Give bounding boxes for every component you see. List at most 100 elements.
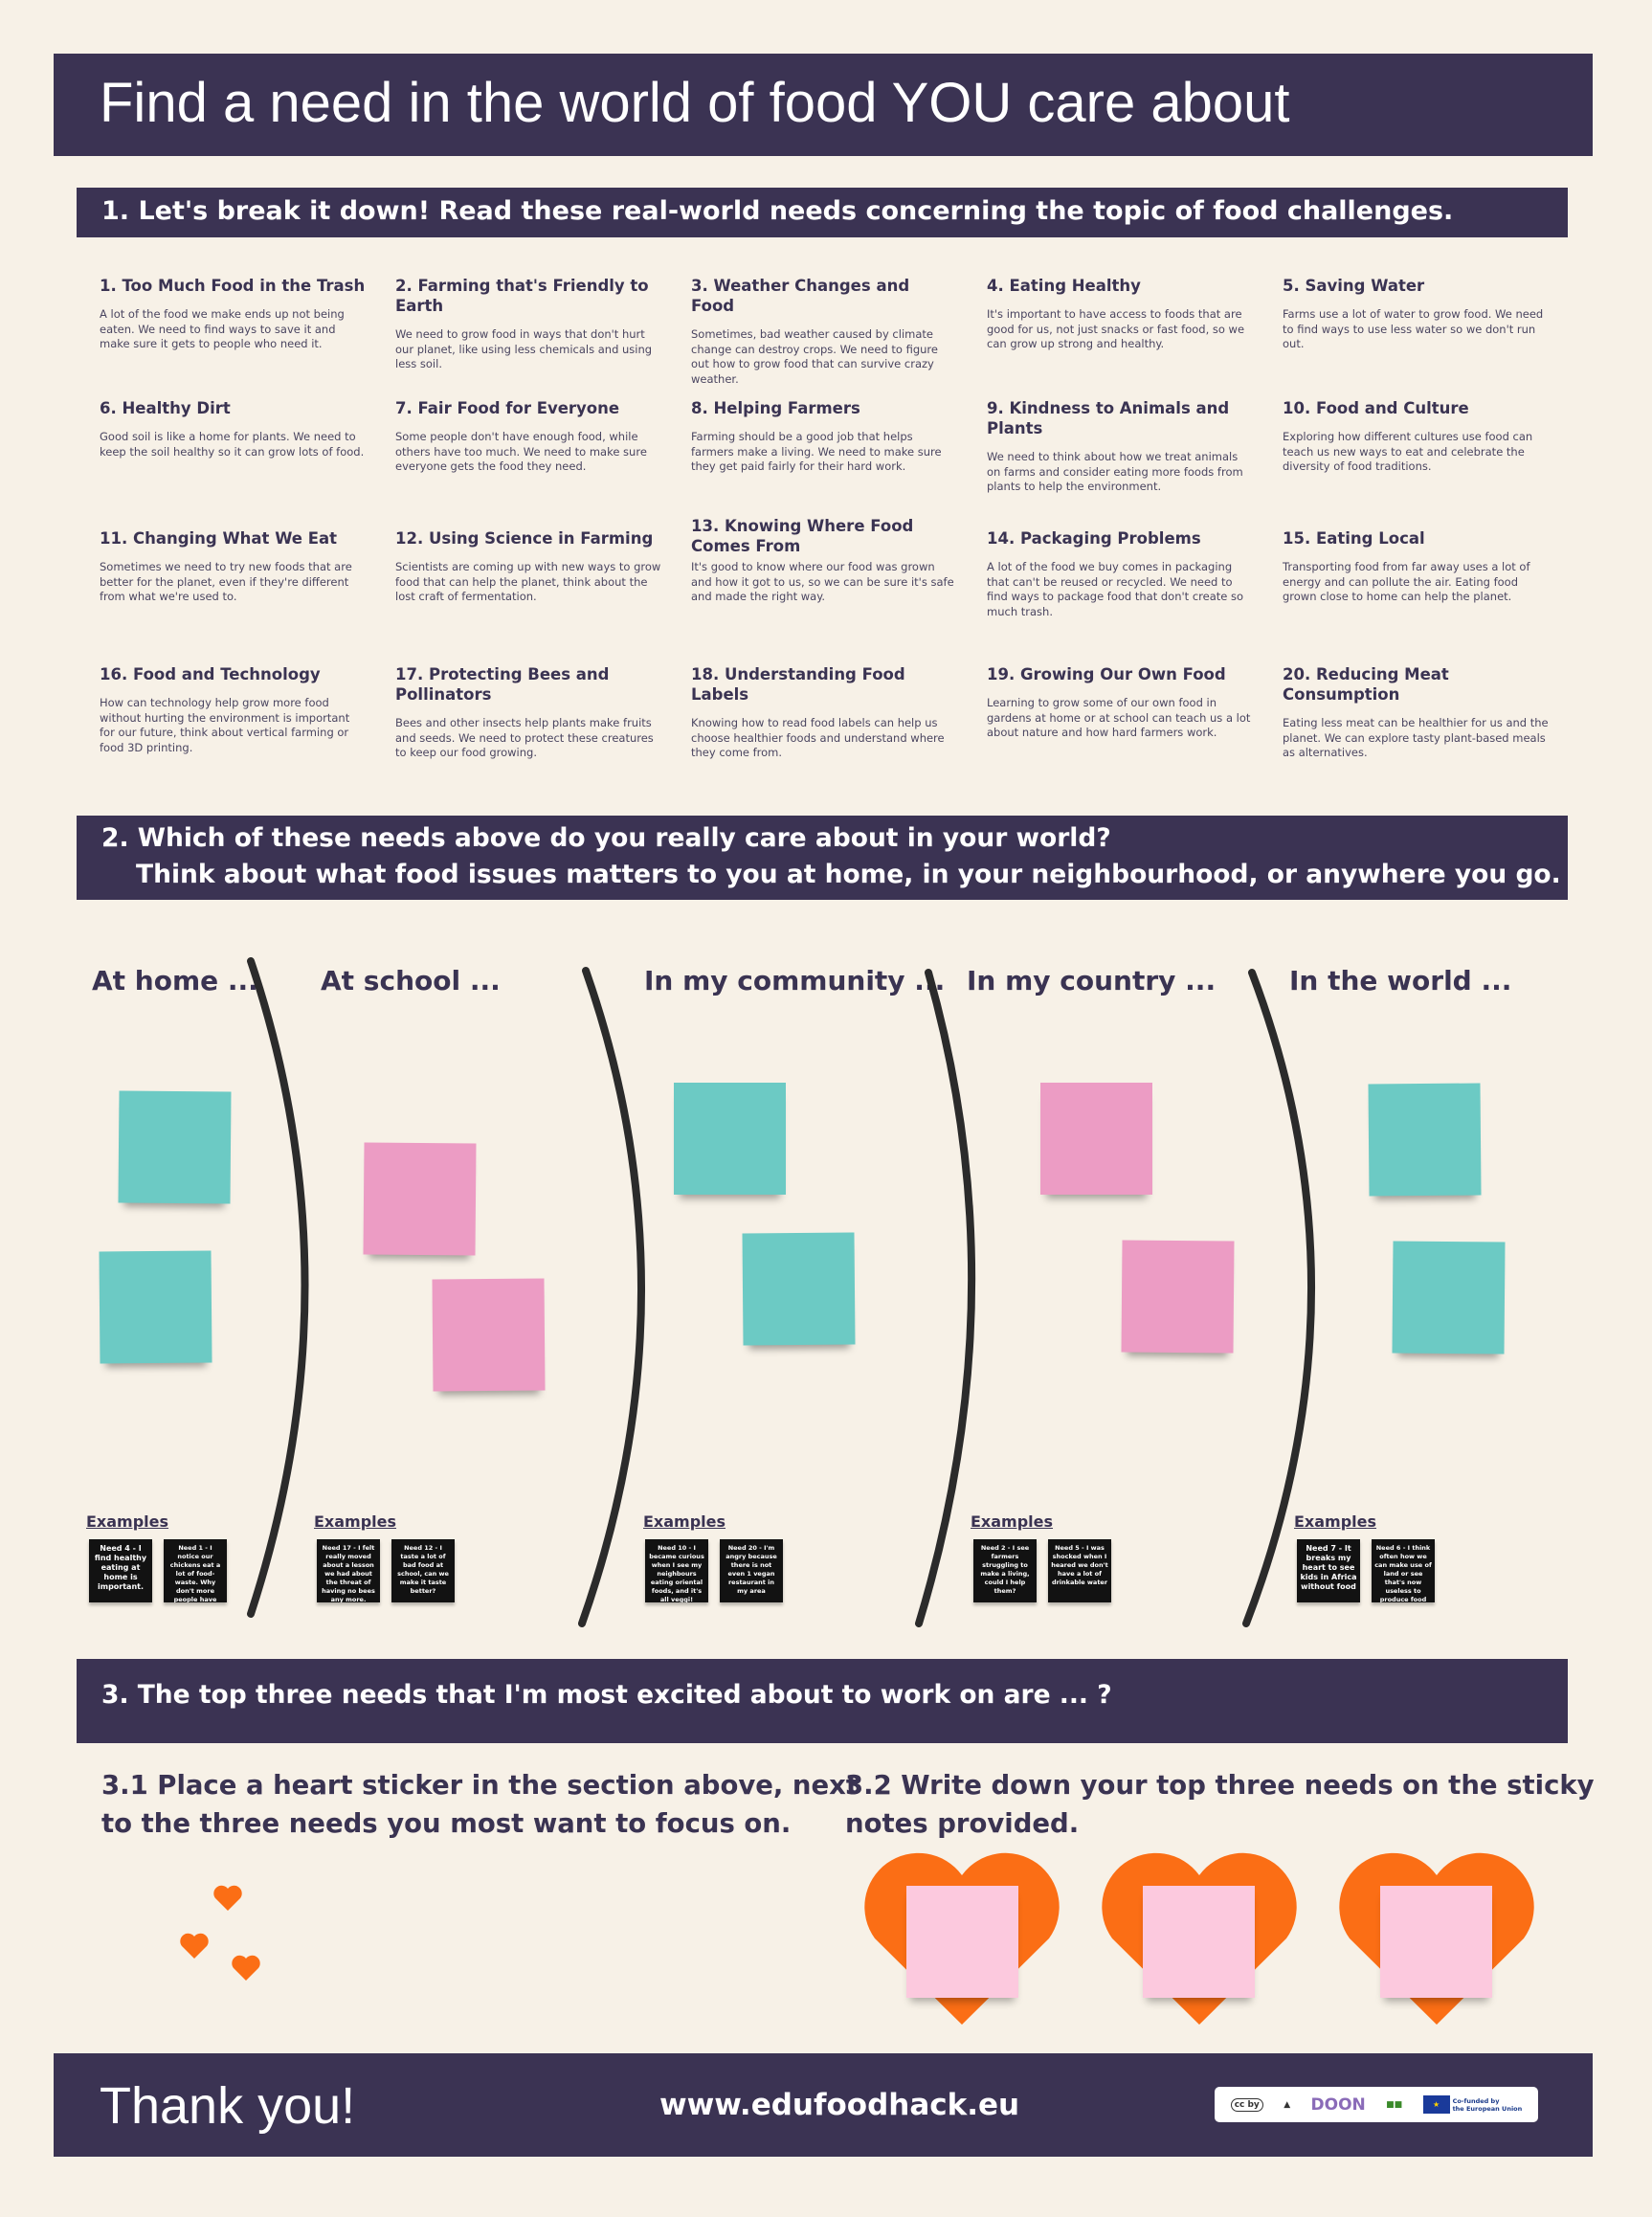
need-description: Knowing how to read food labels can help…: [691, 716, 945, 759]
sticky-note[interactable]: [674, 1083, 786, 1195]
need-description: Exploring how different cultures use foo…: [1283, 430, 1533, 473]
examples-label: Examples: [314, 1512, 397, 1531]
column-heading-home: At home ...: [92, 965, 258, 997]
example-card: Need 7 - It breaks my heart to see kids …: [1297, 1539, 1360, 1602]
need-description: Eating less meat can be healthier for us…: [1283, 716, 1549, 759]
top-need-note-3[interactable]: [1380, 1886, 1492, 1998]
section3-heading: 3. The top three needs that I'm most exc…: [101, 1680, 1112, 1710]
partner-logos: cc by ▲ DOON ■■ ★ Co-funded by the Europe…: [1215, 2087, 1538, 2122]
sticky-note[interactable]: [363, 1142, 477, 1256]
need-description: Farms use a lot of water to grow food. W…: [1283, 307, 1544, 350]
column-heading-country: In my country ...: [967, 965, 1217, 997]
need-title: 10. Food and Culture: [1283, 399, 1469, 417]
column-divider: [247, 957, 309, 1618]
heart-sticker-icon[interactable]: [212, 1884, 243, 1913]
section1-heading: 1. Let's break it down! Read these real-…: [101, 196, 1454, 226]
column-divider: [1242, 969, 1316, 1627]
sticky-note[interactable]: [1040, 1083, 1152, 1195]
need-item: 6. Healthy Dirt Good soil is like a home …: [100, 398, 366, 459]
need-title: 9. Kindness to Animals and Plants: [987, 399, 1230, 437]
need-item: 17. Protecting Bees and Pollinators Bees …: [395, 664, 661, 761]
need-item: 20. Reducing Meat Consumption Eating less…: [1283, 664, 1549, 761]
page-title: Find a need in the world of food YOU car…: [100, 72, 1290, 134]
sticky-note[interactable]: [1392, 1241, 1506, 1355]
sticky-note[interactable]: [1121, 1240, 1235, 1354]
example-card: Need 10 - I became curious when I see my…: [645, 1539, 708, 1602]
need-title: 13. Knowing Where Food Comes From: [691, 517, 914, 555]
sticky-note[interactable]: [118, 1090, 232, 1204]
step2-line1: 3.2 Write down your top three needs on t…: [845, 1770, 1595, 1801]
sticky-note[interactable]: [432, 1278, 546, 1392]
need-description: We need to think about how we treat anim…: [987, 450, 1243, 493]
example-card: Need 5 - I was shocked when I heared we …: [1048, 1539, 1111, 1602]
need-title: 1. Too Much Food in the Trash: [100, 277, 366, 295]
need-title: 16. Food and Technology: [100, 665, 321, 683]
need-title: 4. Eating Healthy: [987, 277, 1141, 295]
need-title: 3. Weather Changes and Food: [691, 277, 910, 315]
need-description: A lot of the food we make ends up not be…: [100, 307, 345, 350]
sticky-note[interactable]: [742, 1232, 856, 1346]
example-card: Need 12 - I taste a lot of bad food at s…: [391, 1539, 455, 1602]
need-description: It's important to have access to foods t…: [987, 307, 1245, 350]
example-card: Need 6 - I think often how we can make u…: [1372, 1539, 1435, 1602]
thank-you-text: Thank you!: [100, 2077, 356, 2135]
top-need-note-2[interactable]: [1143, 1886, 1255, 1998]
need-description: Bees and other insects help plants make …: [395, 716, 654, 759]
need-item: 4. Eating Healthy It's important to have …: [987, 276, 1253, 352]
need-title: 17. Protecting Bees and Pollinators: [395, 665, 610, 704]
need-title: 2. Farming that's Friendly to Earth: [395, 277, 649, 315]
need-item: 15. Eating Local Transporting food from f…: [1283, 528, 1549, 605]
need-description: How can technology help grow more food w…: [100, 696, 350, 754]
need-description: Some people don't have enough food, whil…: [395, 430, 647, 473]
need-item: 16. Food and Technology How can technolog…: [100, 664, 366, 755]
example-card: Need 2 - I see farmers struggling to mak…: [973, 1539, 1037, 1602]
column-heading-world: In the world ...: [1289, 965, 1512, 997]
eu-text-line1: Co-funded by: [1452, 2096, 1500, 2105]
top-need-note-1[interactable]: [906, 1886, 1018, 1998]
need-title: 12. Using Science in Farming: [395, 529, 654, 548]
need-description: It's good to know where our food was gro…: [691, 560, 954, 603]
need-title: 14. Packaging Problems: [987, 529, 1201, 548]
sticky-note[interactable]: [1368, 1083, 1482, 1197]
need-description: We need to grow food in ways that don't …: [395, 327, 653, 370]
need-title: 6. Healthy Dirt: [100, 399, 231, 417]
heart-sticker-icon[interactable]: [231, 1954, 261, 1982]
need-description: Learning to grow some of our own food in…: [987, 696, 1251, 739]
title-bar: Find a need in the world of food YOU car…: [54, 54, 1593, 156]
section2-line2: Think about what food issues matters to …: [136, 860, 1561, 889]
example-card: Need 17 - I felt really moved about a le…: [317, 1539, 380, 1602]
eu-funding-logo: ★ Co-funded by the European Union: [1422, 2095, 1523, 2114]
need-title: 7. Fair Food for Everyone: [395, 399, 620, 417]
need-item: 5. Saving Water Farms use a lot of water …: [1283, 276, 1549, 352]
need-title: 5. Saving Water: [1283, 277, 1425, 295]
example-card: Need 1 - I notice our chickens eat a lot…: [164, 1539, 227, 1602]
cc-license-icon: cc by: [1230, 2097, 1263, 2112]
need-item: 12. Using Science in Farming Scientists a…: [395, 528, 661, 605]
column-divider: [915, 969, 976, 1627]
need-title: 20. Reducing Meat Consumption: [1283, 665, 1449, 704]
partner-logo-icon: ■■: [1386, 2099, 1403, 2110]
need-description: Good soil is like a home for plants. We …: [100, 430, 365, 459]
column-heading-community: In my community ...: [644, 965, 946, 997]
heart-sticker-icon[interactable]: [179, 1932, 210, 1960]
website-link[interactable]: www.edufoodhack.eu: [659, 2088, 1020, 2122]
examples-label: Examples: [1294, 1512, 1377, 1531]
need-title: 11. Changing What We Eat: [100, 529, 338, 548]
step1-line1: 3.1 Place a heart sticker in the section…: [101, 1770, 859, 1801]
sticky-note[interactable]: [99, 1250, 212, 1364]
need-item: 1. Too Much Food in the Trash A lot of th…: [100, 276, 366, 352]
need-title: 15. Eating Local: [1283, 529, 1425, 548]
eu-flag-icon: ★: [1422, 2095, 1450, 2114]
step2-instruction: 3.2 Write down your top three needs on t…: [845, 1766, 1595, 1843]
section1-header: 1. Let's break it down! Read these real-…: [77, 188, 1568, 237]
need-item: 10. Food and Culture Exploring how differ…: [1283, 398, 1549, 475]
column-divider: [578, 967, 645, 1627]
need-item: 7. Fair Food for Everyone Some people don…: [395, 398, 661, 475]
example-card: Need 20 - I'm angry because there is not…: [720, 1539, 783, 1602]
need-description: A lot of the food we buy comes in packag…: [987, 560, 1244, 618]
need-item: 9. Kindness to Animals and Plants We need…: [987, 398, 1253, 495]
example-card: Need 4 - I find healthy eating at home i…: [89, 1539, 152, 1602]
eu-text-line2: the European Union: [1452, 2104, 1523, 2113]
need-item: 14. Packaging Problems A lot of the food …: [987, 528, 1253, 619]
need-item: 8. Helping Farmers Farming should be a go…: [691, 398, 957, 475]
